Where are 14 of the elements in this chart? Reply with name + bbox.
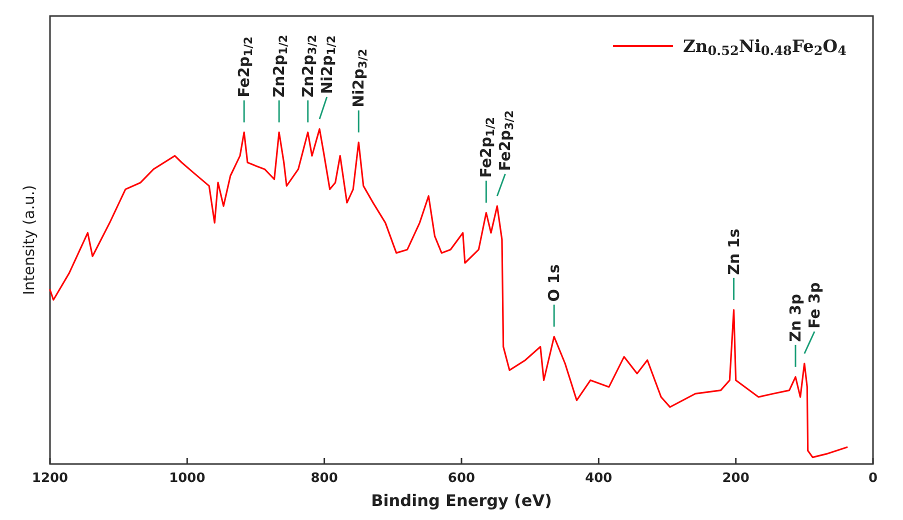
x-tick-label: 200 — [722, 471, 750, 486]
annotation: Zn 3p — [786, 294, 804, 342]
x-axis-title: Binding Energy (eV) — [371, 491, 552, 510]
annotation: Fe 3p — [806, 282, 824, 328]
x-tick-label: 400 — [585, 471, 612, 486]
x-tick-label: 800 — [310, 471, 338, 486]
x-tick-label: 0 — [868, 471, 878, 486]
x-tick-label: 1200 — [32, 471, 68, 486]
legend-label: Zn$_{0.52}$Ni$_{0.48}$Fe$_{2}$O$_{4}$ — [683, 37, 847, 60]
x-tick-label: 600 — [448, 471, 476, 486]
annotation: Zn 1s — [724, 228, 743, 275]
annotation: O 1s — [545, 264, 564, 302]
y-axis-title: Intensity (a.u.) — [20, 185, 38, 295]
x-tick-label: 1000 — [169, 471, 206, 486]
